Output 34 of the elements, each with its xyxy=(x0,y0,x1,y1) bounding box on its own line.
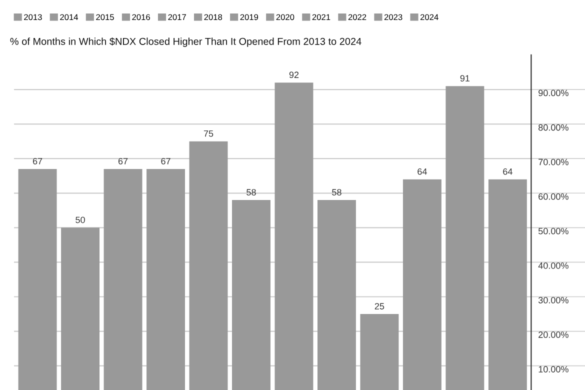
y-tick-label: 50.00% xyxy=(538,228,568,234)
legend-label: 2021 xyxy=(312,14,330,20)
data-label: 67 xyxy=(161,158,170,164)
legend-label: 2019 xyxy=(240,14,258,20)
data-label: 64 xyxy=(503,168,512,175)
legend-label: 2018 xyxy=(204,14,222,20)
legend-label: 2013 xyxy=(24,14,42,20)
data-label: 64 xyxy=(418,168,427,175)
y-tick-label: 10.00% xyxy=(538,366,568,372)
y-tick-label: 90.00% xyxy=(538,90,568,96)
legend-label: 2024 xyxy=(420,14,438,20)
legend-label: 2020 xyxy=(276,14,294,20)
y-tick-label: 70.00% xyxy=(538,158,568,166)
data-label: 58 xyxy=(332,189,342,196)
legend-label: 2015 xyxy=(96,14,114,20)
data-label: 58 xyxy=(246,189,256,196)
legend-label: 2023 xyxy=(384,14,402,20)
y-tick-label: 80.00% xyxy=(538,124,568,131)
data-label: 50 xyxy=(76,216,85,224)
data-label: 75 xyxy=(204,130,214,137)
legend-label: 2017 xyxy=(168,14,186,20)
legend-label: 2022 xyxy=(348,14,366,20)
data-label: 67 xyxy=(32,158,42,164)
chart-title: % of Months in Which $NDX Closed Higher Than It Opened From 2013 to 2024 xyxy=(10,37,362,47)
y-tick-label: 20.00% xyxy=(538,332,568,338)
y-tick-label: 60.00% xyxy=(538,193,568,200)
data-label: 25 xyxy=(374,303,384,310)
data-label: 92 xyxy=(289,72,299,78)
data-label: 91 xyxy=(460,75,470,82)
legend-label: 2016 xyxy=(132,14,150,20)
y-tick-label: 40.00% xyxy=(538,262,568,269)
data-label: 67 xyxy=(118,158,128,164)
legend-label: 2014 xyxy=(60,14,78,20)
y-tick-label: 30.00% xyxy=(538,296,568,304)
